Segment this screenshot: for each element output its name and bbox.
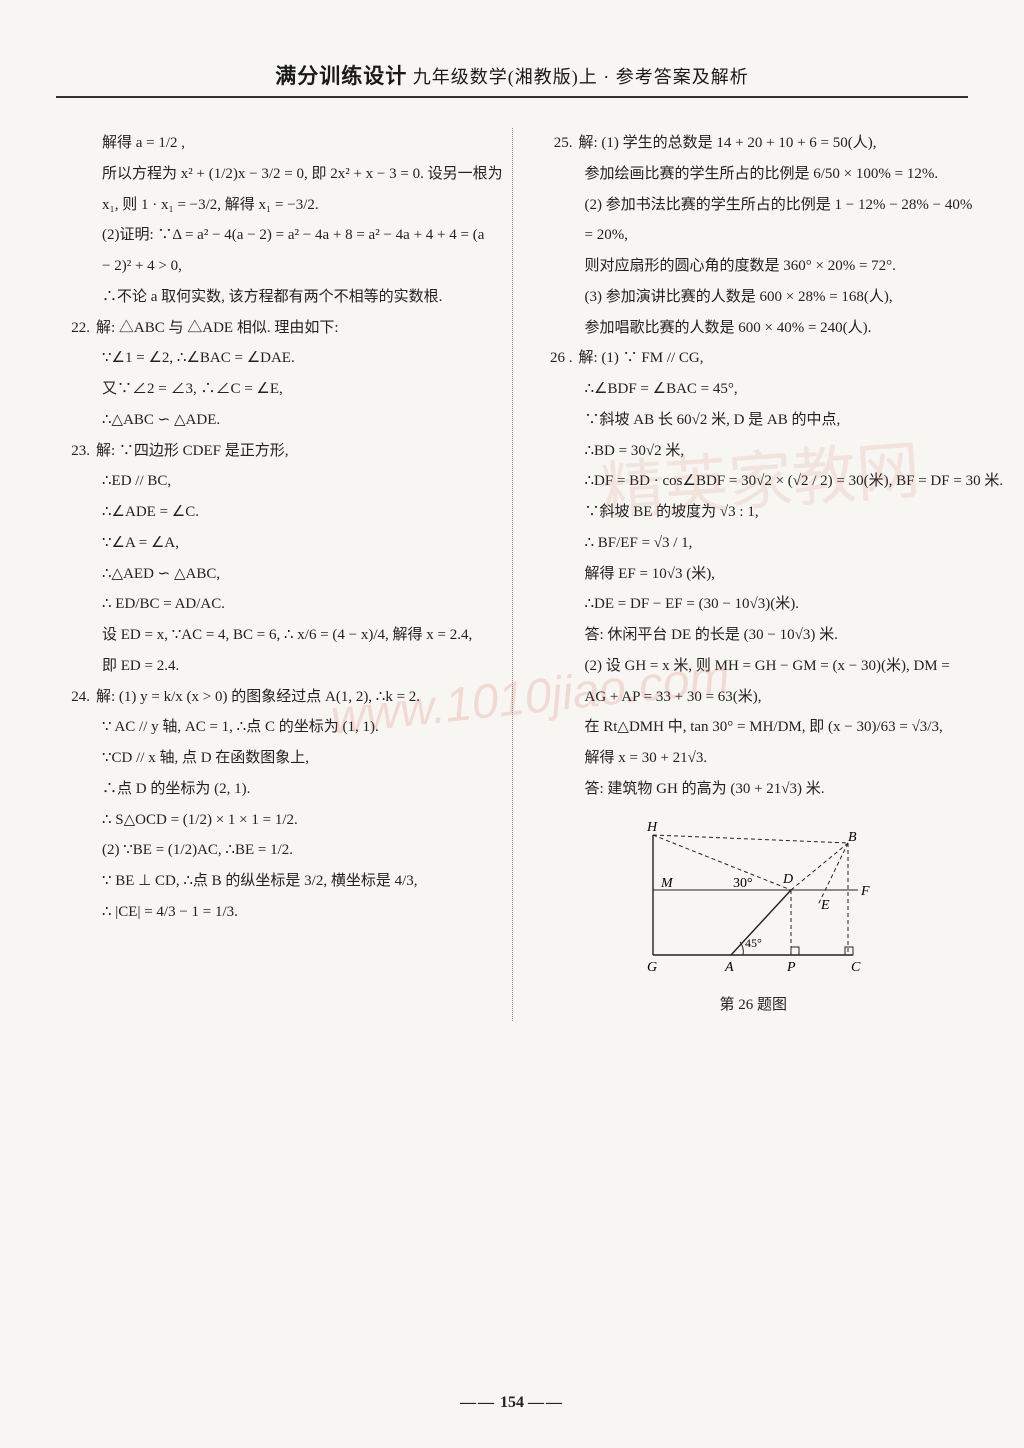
svg-text:M: M <box>660 876 674 891</box>
text-line: ∴DF = BD · cos∠BDF = 30√2 × (√2 / 2) = 3… <box>539 466 969 497</box>
text: 解: △ABC 与 △ADE 相似. 理由如下: <box>96 320 339 336</box>
column-separator <box>512 128 513 1021</box>
text-line: 参加绘画比赛的学生所占的比例是 6/50 × 100% = 12%. <box>539 159 969 190</box>
svg-text:45°: 45° <box>745 936 762 950</box>
text-line: = 20%, <box>539 220 969 251</box>
svg-text:F: F <box>860 884 870 899</box>
question-line: 26 . 解: (1) ∵ FM // CG, <box>539 343 969 374</box>
svg-text:C: C <box>851 960 861 975</box>
question-line: 23. 解: ∵四边形 CDEF 是正方形, <box>56 436 486 467</box>
text-line: 所以方程为 x² + (1/2)x − 3/2 = 0, 即 2x² + x −… <box>56 159 486 190</box>
question-line: 25. 解: (1) 学生的总数是 14 + 20 + 10 + 6 = 50(人… <box>539 128 969 159</box>
text-line: ∵CD // x 轴, 点 D 在函数图象上, <box>56 743 486 774</box>
text-line: − 2)² + 4 > 0, <box>56 251 486 282</box>
text-line: (2)证明: ∵Δ = a² − 4(a − 2) = a² − 4a + 8 … <box>56 220 486 251</box>
svg-text:30°: 30° <box>733 876 753 891</box>
text-line: (2) 设 GH = x 米, 则 MH = GH − GM = (x − 30… <box>539 651 969 682</box>
text-line: AG + AP = 33 + 30 = 63(米), <box>539 682 969 713</box>
text-line: ∴ED // BC, <box>56 466 486 497</box>
text-line: ∴ ED/BC = AD/AC. <box>56 589 486 620</box>
text-line: ∴△ABC ∽ △ADE. <box>56 405 486 436</box>
right-column: 25. 解: (1) 学生的总数是 14 + 20 + 10 + 6 = 50(人… <box>533 128 969 1021</box>
text-line: ∵ AC // y 轴, AC = 1, ∴点 C 的坐标为 (1, 1). <box>56 712 486 743</box>
svg-text:G: G <box>647 960 657 975</box>
text-line: ∵斜坡 BE 的坡度为 √3 : 1, <box>539 497 969 528</box>
text-line: ∴ S△OCD = (1/2) × 1 × 1 = 1/2. <box>56 805 486 836</box>
left-column: 解得 a = 1/2 , 所以方程为 x² + (1/2)x − 3/2 = 0… <box>56 128 492 1021</box>
header-sub: 九年级数学(湘教版)上 · 参考答案及解析 <box>407 67 748 87</box>
qnum: 22. <box>56 313 90 344</box>
text: 解: (1) y = k/x (x > 0) 的图象经过点 A(1, 2), ∴… <box>96 689 420 705</box>
text-line: 解得 x = 30 + 21√3. <box>539 743 969 774</box>
text-line: ∵斜坡 AB 长 60√2 米, D 是 AB 的中点, <box>539 405 969 436</box>
text-line: 答: 建筑物 GH 的高为 (30 + 21√3) 米. <box>539 774 969 805</box>
text-line: ∴∠ADE = ∠C. <box>56 497 486 528</box>
text-line: ∴DE = DF − EF = (30 − 10√3)(米). <box>539 589 969 620</box>
text-line: 解得 a = 1/2 , <box>56 128 486 159</box>
page-header: 满分训练设计 九年级数学(湘教版)上 · 参考答案及解析 <box>56 60 968 96</box>
page-footer: —— 154 —— <box>0 1394 1024 1412</box>
qnum: 26 . <box>539 343 573 374</box>
text-line: 又∵∠2 = ∠3, ∴∠C = ∠E, <box>56 374 486 405</box>
text-line: 即 ED = 2.4. <box>56 651 486 682</box>
svg-text:E: E <box>820 898 830 913</box>
svg-text:H: H <box>646 820 658 835</box>
text-line: ∴点 D 的坐标为 (2, 1). <box>56 774 486 805</box>
qnum: 25. <box>539 128 573 159</box>
question-line: 22. 解: △ABC 与 △ADE 相似. 理由如下: <box>56 313 486 344</box>
svg-text:B: B <box>848 830 857 845</box>
diagram-caption: 第 26 题图 <box>539 990 969 1021</box>
svg-text:A: A <box>724 960 734 975</box>
text-line: ∴ BF/EF = √3 / 1, <box>539 528 969 559</box>
svg-text:D: D <box>782 872 793 887</box>
svg-text:P: P <box>786 960 796 975</box>
text-line: 则对应扇形的圆心角的度数是 360° × 20% = 72°. <box>539 251 969 282</box>
text-line: ∵∠1 = ∠2, ∴∠BAC = ∠DAE. <box>56 343 486 374</box>
geometry-svg: H B M F D 30° <box>623 815 883 975</box>
text-line: (2) 参加书法比赛的学生所占的比例是 1 − 12% − 28% − 40% <box>539 190 969 221</box>
text-line: 设 ED = x, ∵AC = 4, BC = 6, ∴ x/6 = (4 − … <box>56 620 486 651</box>
page-number: 154 <box>500 1394 524 1411</box>
text-line: (3) 参加演讲比赛的人数是 600 × 28% = 168(人), <box>539 282 969 313</box>
text-line: x₁, 则 1 · x₁ = −3/2, 解得 x₁ = −3/2. <box>56 190 486 221</box>
content-columns: 解得 a = 1/2 , 所以方程为 x² + (1/2)x − 3/2 = 0… <box>56 128 968 1021</box>
text-line: ∴ |CE| = 4/3 − 1 = 1/3. <box>56 897 486 928</box>
text-line: (2) ∵BE = (1/2)AC, ∴BE = 1/2. <box>56 835 486 866</box>
text-line: 在 Rt△DMH 中, tan 30° = MH/DM, 即 (x − 30)/… <box>539 712 969 743</box>
header-bold: 满分训练设计 <box>275 64 407 88</box>
text: 解: ∵四边形 CDEF 是正方形, <box>96 443 289 459</box>
text-line: ∵ BE ⊥ CD, ∴点 B 的纵坐标是 3/2, 横坐标是 4/3, <box>56 866 486 897</box>
qnum: 23. <box>56 436 90 467</box>
footer-dash: —— <box>528 1394 564 1411</box>
question-line: 24. 解: (1) y = k/x (x > 0) 的图象经过点 A(1, 2)… <box>56 682 486 713</box>
text: 解: (1) ∵ FM // CG, <box>579 350 704 366</box>
text-line: ∴不论 a 取何实数, 该方程都有两个不相等的实数根. <box>56 282 486 313</box>
text-line: ∴∠BDF = ∠BAC = 45°, <box>539 374 969 405</box>
text-line: 参加唱歌比赛的人数是 600 × 40% = 240(人). <box>539 313 969 344</box>
text: 解: (1) 学生的总数是 14 + 20 + 10 + 6 = 50(人), <box>579 135 877 151</box>
footer-dash: —— <box>460 1394 496 1411</box>
q26-diagram: H B M F D 30° <box>539 815 969 1022</box>
text-line: ∵∠A = ∠A, <box>56 528 486 559</box>
text-line: ∴△AED ∽ △ABC, <box>56 559 486 590</box>
text-line: 答: 休闲平台 DE 的长是 (30 − 10√3) 米. <box>539 620 969 651</box>
qnum: 24. <box>56 682 90 713</box>
text-line: 解得 EF = 10√3 (米), <box>539 559 969 590</box>
text-line: ∴BD = 30√2 米, <box>539 436 969 467</box>
header-rule <box>56 96 968 98</box>
